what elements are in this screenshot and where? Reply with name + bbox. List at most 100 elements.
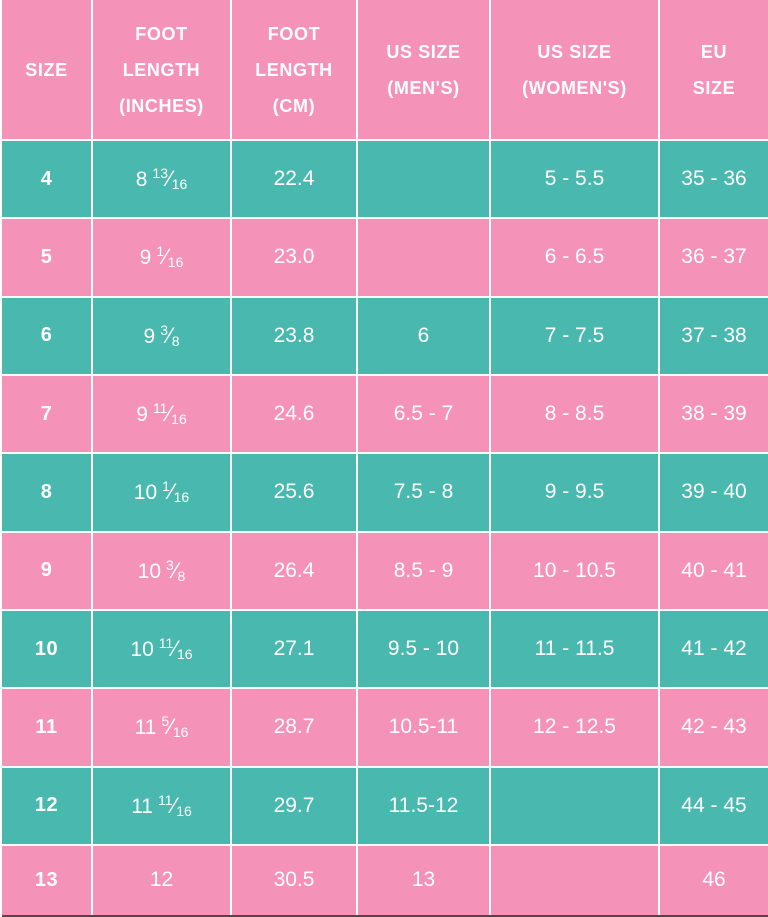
- size-cell: 6: [2, 296, 93, 376]
- fraction-numerator: 1: [156, 243, 165, 260]
- fraction-numerator: 3: [160, 321, 168, 338]
- eu-size-cell: 42 - 43: [659, 688, 768, 768]
- us-size-mens-cell: 9.5 - 10: [357, 609, 491, 690]
- foot-length-cm-cell: 29.7: [231, 766, 358, 846]
- inches-fraction: 13⁄16: [152, 165, 188, 193]
- us-size-womens-cell: [490, 844, 660, 915]
- fraction-numerator: 3: [166, 556, 174, 573]
- inches-fraction: 3⁄8: [160, 321, 180, 349]
- header-eu-size: EU SIZE: [659, 0, 768, 141]
- header-line: (WOMEN'S): [522, 77, 627, 98]
- size-cell: 13: [2, 844, 93, 915]
- fraction-numerator: 11: [152, 400, 168, 417]
- fraction-denominator: 8: [171, 332, 180, 349]
- us-size-mens-cell: 10.5-11: [357, 688, 491, 768]
- size-cell: 11: [2, 688, 93, 768]
- us-size-mens-cell: [357, 218, 491, 298]
- foot-length-inches-cell: 12: [92, 844, 232, 915]
- foot-length-cm-cell: 26.4: [231, 531, 358, 611]
- us-size-womens-cell: 11 - 11.5: [490, 609, 660, 690]
- fraction-denominator: 16: [172, 724, 189, 741]
- us-size-womens-cell: 7 - 7.5: [490, 296, 660, 376]
- us-size-mens-cell: 7.5 - 8: [357, 453, 491, 533]
- eu-size-cell: 44 - 45: [659, 766, 768, 846]
- foot-length-cm-cell: 25.6: [231, 453, 358, 533]
- table-row: 4 8 13⁄16 22.4 5 - 5.5 35 - 36: [2, 140, 768, 220]
- fraction-slash: ⁄: [168, 166, 172, 192]
- fraction-slash: ⁄: [168, 322, 172, 348]
- eu-size-cell: 46: [659, 844, 768, 915]
- foot-length-inches-cell: 9 11⁄16: [92, 374, 232, 455]
- us-size-womens-cell: 6 - 6.5: [490, 218, 660, 298]
- size-cell: 5: [2, 218, 93, 298]
- inches-whole: 9: [143, 324, 156, 348]
- fraction-numerator: 11: [158, 635, 174, 652]
- eu-size-cell: 35 - 36: [659, 140, 768, 220]
- fraction-slash: ⁄: [164, 244, 168, 270]
- fraction-denominator: 16: [171, 411, 187, 428]
- inches-whole: 9: [136, 403, 148, 427]
- header-line: (CM): [272, 95, 316, 116]
- fraction-denominator: 16: [167, 254, 184, 271]
- header-us-size-mens: US SIZE (MEN'S): [357, 0, 491, 141]
- eu-size-cell: 36 - 37: [659, 218, 768, 298]
- fraction-slash: ⁄: [173, 557, 178, 583]
- fraction-denominator: 16: [171, 176, 188, 193]
- foot-length-cm-cell: 22.4: [231, 140, 358, 220]
- fraction-denominator: 16: [177, 646, 193, 663]
- foot-length-inches-cell: 11 5⁄16: [92, 688, 232, 768]
- header-line: FOOT: [267, 23, 321, 44]
- fraction-slash: ⁄: [167, 401, 172, 427]
- header-line: (INCHES): [119, 95, 204, 116]
- table-row: 5 9 1⁄16 23.0 6 - 6.5 36 - 37: [2, 218, 768, 298]
- table-row: 8 10 1⁄16 25.6 7.5 - 8 9 - 9.5 39 - 40: [2, 453, 768, 533]
- inches-fraction: 11⁄16: [158, 791, 192, 819]
- inches-fraction: 5⁄16: [161, 713, 189, 741]
- header-foot-length-cm: FOOT LENGTH (CM): [231, 0, 358, 141]
- us-size-womens-cell: 10 - 10.5: [490, 531, 660, 611]
- table-row: 12 11 11⁄16 29.7 11.5-12 44 - 45: [2, 766, 768, 846]
- header-line: SIZE: [692, 77, 736, 98]
- foot-length-inches-cell: 10 3⁄8: [92, 531, 232, 611]
- header-line: EU: [700, 41, 728, 62]
- foot-length-inches-cell: 9 3⁄8: [92, 296, 232, 376]
- table-row: 7 9 11⁄16 24.6 6.5 - 7 8 - 8.5 38 - 39: [2, 374, 768, 455]
- us-size-womens-cell: 9 - 9.5: [490, 453, 660, 533]
- header-line: US SIZE: [386, 41, 461, 62]
- us-size-womens-cell: 8 - 8.5: [490, 374, 660, 455]
- inches-whole: 11: [131, 794, 153, 818]
- us-size-womens-cell: 5 - 5.5: [490, 140, 660, 220]
- fraction-denominator: 16: [176, 802, 192, 819]
- fraction-slash: ⁄: [169, 714, 173, 740]
- fraction-denominator: 16: [173, 489, 190, 506]
- header-line: LENGTH: [122, 59, 201, 80]
- inches-whole: 11: [134, 716, 157, 740]
- inches-fraction: 3⁄8: [166, 556, 185, 583]
- foot-length-cm-cell: 30.5: [231, 844, 358, 915]
- inches-whole: 12: [149, 868, 174, 892]
- us-size-mens-cell: 11.5-12: [357, 766, 491, 846]
- us-size-mens-cell: 13: [357, 844, 491, 915]
- us-size-mens-cell: 6.5 - 7: [357, 374, 491, 455]
- us-size-mens-cell: 8.5 - 9: [357, 531, 491, 611]
- foot-length-inches-cell: 8 13⁄16: [92, 140, 232, 220]
- header-line: FOOT: [135, 23, 188, 44]
- fraction-numerator: 11: [158, 791, 173, 808]
- foot-length-cm-cell: 27.1: [231, 609, 358, 690]
- inches-whole: 10: [137, 559, 162, 583]
- header-line: LENGTH: [255, 59, 333, 80]
- size-cell: 12: [2, 766, 93, 846]
- fraction-numerator: 13: [152, 165, 168, 182]
- inches-whole: 9: [139, 246, 152, 270]
- eu-size-cell: 37 - 38: [659, 296, 768, 376]
- fraction-numerator: 5: [161, 713, 170, 730]
- size-cell: 10: [2, 609, 93, 690]
- eu-size-cell: 39 - 40: [659, 453, 768, 533]
- header-size: SIZE: [2, 0, 93, 141]
- inches-fraction: 1⁄16: [156, 243, 184, 271]
- eu-size-cell: 40 - 41: [659, 531, 768, 611]
- size-cell: 9: [2, 531, 93, 611]
- inches-whole: 10: [130, 638, 154, 662]
